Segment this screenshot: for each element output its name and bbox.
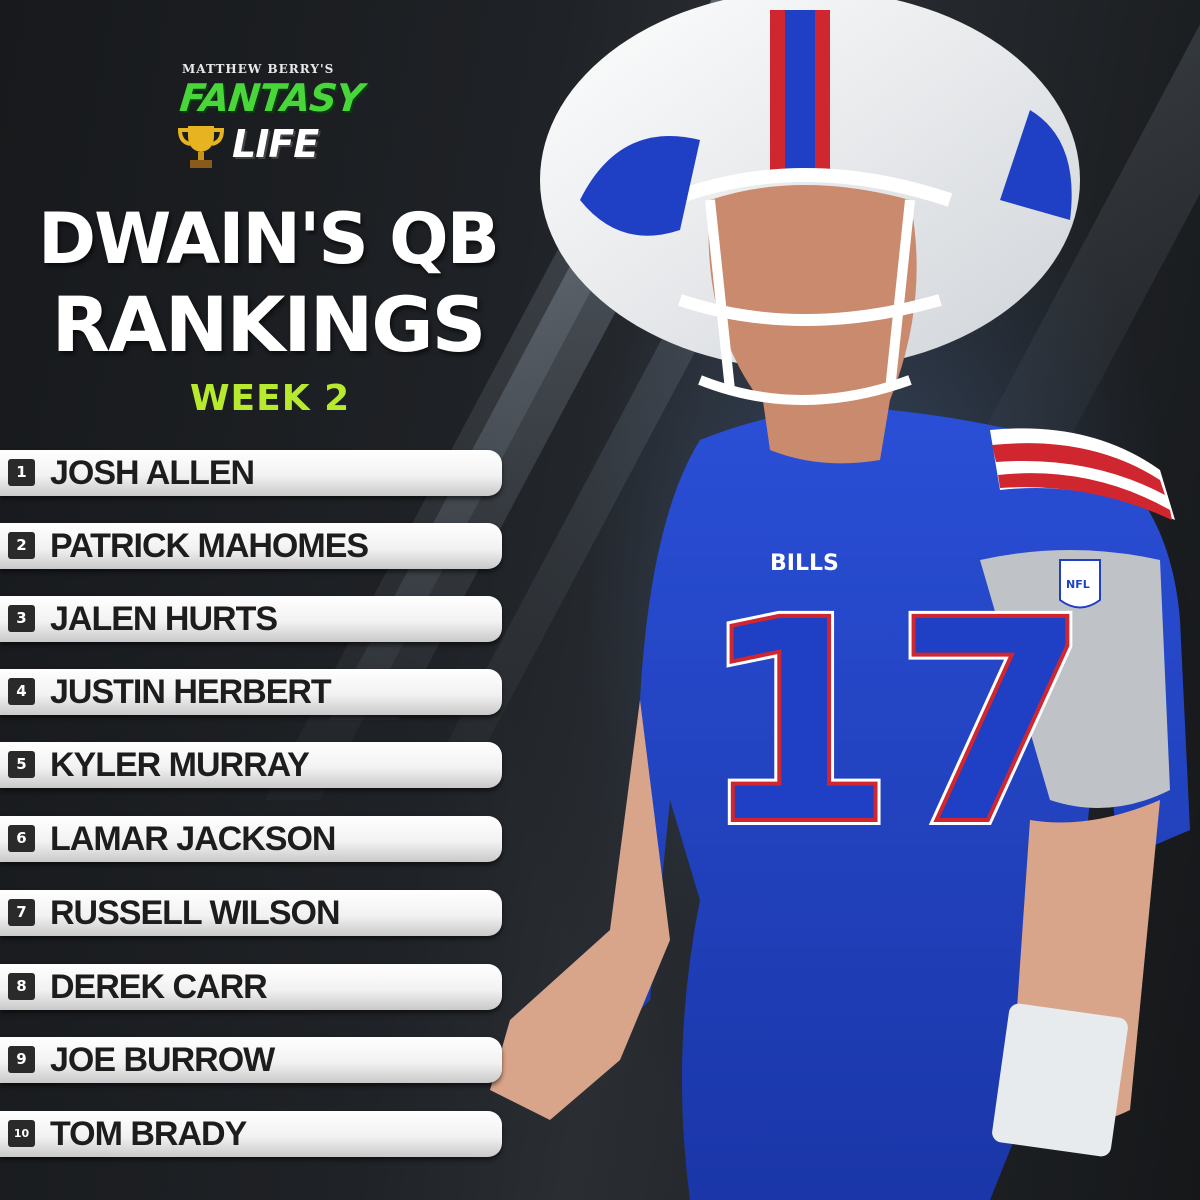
player-name: TOM BRADY	[50, 1115, 247, 1153]
ranking-row: 1 JOSH ALLEN	[0, 450, 502, 496]
ranking-row: 10 TOM BRADY	[0, 1111, 502, 1157]
ranking-row: 9 JOE BURROW	[0, 1037, 502, 1083]
ranking-row: 5 KYLER MURRAY	[0, 742, 502, 788]
ranking-row: 4 JUSTIN HERBERT	[0, 669, 502, 715]
rank-number: 4	[8, 678, 35, 705]
rank-number: 5	[8, 751, 35, 778]
logo-life-text: LIFE	[232, 122, 319, 166]
ranking-row: 2 PATRICK MAHOMES	[0, 523, 502, 569]
trophy-icon	[178, 126, 224, 168]
week-label: WEEK 2	[189, 378, 351, 419]
player-name: DEREK CARR	[50, 968, 268, 1006]
logo-fantasy-text: FANTASY	[177, 76, 365, 120]
rank-number: 2	[8, 532, 35, 559]
rank-number: 6	[8, 825, 35, 852]
rank-number: 10	[8, 1120, 35, 1147]
rank-number: 1	[8, 459, 35, 486]
rank-number: 9	[8, 1046, 35, 1073]
nfl-patch-text: NFL	[1066, 578, 1090, 591]
jersey-number: 17	[700, 561, 1090, 887]
page-title-line1: DWAIN'S QB	[37, 198, 500, 280]
player-name: JUSTIN HERBERT	[50, 673, 332, 711]
ranking-row: 3 JALEN HURTS	[0, 596, 502, 642]
jersey-number-outline: 17	[700, 561, 1090, 887]
player-illustration: BILLS 17 17 NFL	[490, 0, 1200, 1200]
player-name: JOE BURROW	[50, 1041, 275, 1079]
rank-number: 3	[8, 605, 35, 632]
ranking-row: 6 LAMAR JACKSON	[0, 816, 502, 862]
player-name: LAMAR JACKSON	[50, 820, 336, 858]
player-name: KYLER MURRAY	[50, 746, 310, 784]
fantasy-life-logo: MATTHEW BERRY'S FANTASY LIFE	[170, 62, 380, 172]
logo-top-text: MATTHEW BERRY'S	[182, 62, 335, 76]
player-name: JOSH ALLEN	[50, 454, 255, 492]
player-name: RUSSELL WILSON	[50, 894, 340, 932]
rank-number: 7	[8, 899, 35, 926]
ranking-row: 8 DEREK CARR	[0, 964, 502, 1010]
jersey-text: BILLS	[770, 551, 839, 576]
page-title-line2: RANKINGS	[51, 280, 487, 369]
player-name: PATRICK MAHOMES	[50, 527, 369, 565]
ranking-row: 7 RUSSELL WILSON	[0, 890, 502, 936]
player-name: JALEN HURTS	[50, 600, 278, 638]
rank-number: 8	[8, 973, 35, 1000]
